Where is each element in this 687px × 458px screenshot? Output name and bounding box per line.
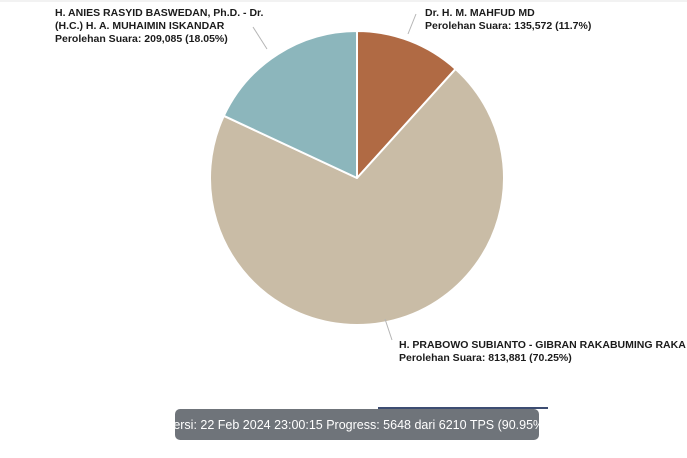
label-prabowo: H. PRABOWO SUBIANTO - GIBRAN RAKABUMING … — [399, 339, 686, 365]
label-anies-name-line2: (H.C.) H. A. MUHAIMIN ISKANDAR — [55, 20, 225, 32]
label-anies-name-line1: H. ANIES RASYID BASWEDAN, Ph.D. - Dr. — [55, 7, 264, 19]
label-anies: H. ANIES RASYID BASWEDAN, Ph.D. - Dr. (H… — [55, 7, 263, 46]
label-anies-votes: Perolehan Suara: 209,085 (18.05%) — [55, 33, 228, 45]
accent-line — [378, 407, 548, 409]
label-prabowo-votes: Perolehan Suara: 813,881 (70.25%) — [399, 352, 572, 364]
status-bar: Versi: 22 Feb 2024 23:00:15 Progress: 56… — [166, 409, 548, 440]
pie-slice[interactable] — [222, 30, 358, 179]
label-mahfud-votes: Perolehan Suara: 135,572 (11.7%) — [425, 20, 592, 32]
label-prabowo-name: H. PRABOWO SUBIANTO - GIBRAN RAKABUMING … — [399, 339, 686, 351]
status-bar-text: Versi: 22 Feb 2024 23:00:15 Progress: 56… — [165, 417, 549, 432]
label-mahfud: Dr. H. M. MAHFUD MD Perolehan Suara: 135… — [425, 7, 591, 33]
label-mahfud-name: Dr. H. M. MAHFUD MD — [425, 7, 535, 19]
pie-slice[interactable] — [356, 30, 457, 179]
